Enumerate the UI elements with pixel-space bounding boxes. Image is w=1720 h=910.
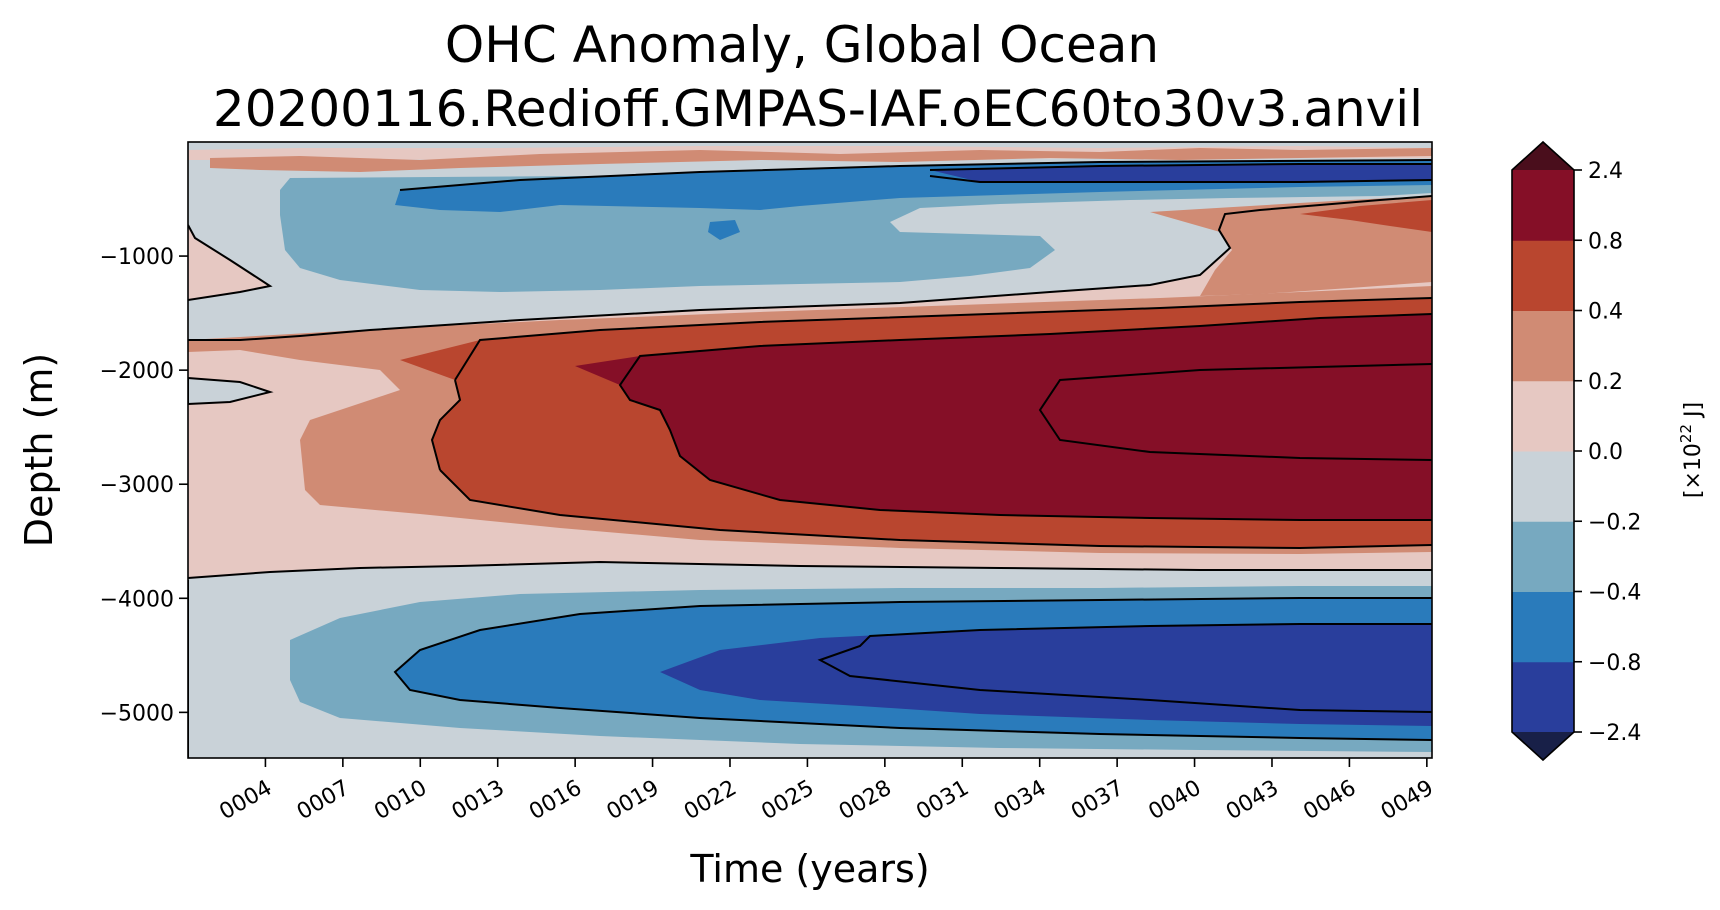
- chart-title-line1: OHC Anomaly, Global Ocean: [445, 16, 1159, 74]
- x-axis-ticks: 0004 0007 0010 0013 0016 0019 0022 0025 0028 0031…: [215, 758, 1438, 826]
- band-deep-24: [575, 314, 1432, 520]
- contour-line: [929, 163, 1432, 171]
- contour-line: [188, 224, 273, 301]
- x-tick-label: 0040: [1145, 776, 1206, 826]
- colorbar-extend-low: [1512, 732, 1574, 760]
- x-tick-label: 0034: [990, 776, 1051, 826]
- contour-line: [454, 297, 1432, 381]
- contour-line: [393, 597, 1432, 741]
- colorbar-tick-label: −0.4: [1588, 581, 1641, 606]
- colorbar-segment: [1512, 240, 1574, 311]
- x-tick-label: 0043: [1222, 776, 1283, 826]
- colorbar-label-prefix: [×10: [1681, 443, 1706, 498]
- x-tick-label: 0019: [603, 776, 664, 826]
- x-tick-label: 0031: [912, 776, 973, 826]
- colorbar-segment: [1512, 661, 1574, 733]
- colorbar: −2.4 −0.8 −0.4 −0.2 0.0 0.2 0.4 0.8 2.4: [1511, 140, 1641, 762]
- colorbar-label: [×1022 J]: [1677, 402, 1706, 498]
- x-tick-label: 0007: [293, 776, 354, 826]
- band-upper-darkblue: [930, 164, 1432, 182]
- contour-line: [399, 159, 1432, 191]
- contour-line: [439, 469, 1432, 550]
- colorbar-segment: [1512, 591, 1574, 663]
- x-axis-label: Time (years): [689, 847, 929, 891]
- contour-line: [430, 379, 462, 471]
- x-tick-label: 0037: [1067, 776, 1128, 826]
- x-tick-label: 0049: [1377, 776, 1438, 826]
- y-tick-label: −2000: [100, 359, 174, 384]
- contour-line: [188, 376, 274, 406]
- x-tick-label: 0010: [370, 776, 431, 826]
- colorbar-tick-label: 0.2: [1588, 370, 1623, 395]
- colorbar-segment: [1512, 451, 1574, 522]
- y-tick-label: −1000: [100, 245, 174, 270]
- plot-area: [188, 142, 1432, 758]
- y-tick-label: −4000: [100, 587, 174, 612]
- plot-frame: [187, 141, 1433, 759]
- contour-line: [817, 623, 1432, 713]
- band-upper-right-08: [1300, 200, 1432, 232]
- y-axis-label: Depth (m): [17, 353, 61, 548]
- x-tick-label: 0025: [757, 776, 818, 826]
- colorbar-tick-label: −0.8: [1588, 651, 1641, 676]
- band-surface-strip: [188, 142, 1432, 150]
- colorbar-extend-high: [1512, 142, 1574, 170]
- colorbar-segment: [1512, 310, 1574, 382]
- colorbar-tick-label: 0.8: [1588, 229, 1623, 254]
- colorbar-tick-label: 0.4: [1588, 300, 1623, 325]
- x-tick-label: 0004: [215, 776, 276, 826]
- y-tick-label: −5000: [100, 701, 174, 726]
- colorbar-tick-label: −0.2: [1588, 510, 1641, 535]
- colorbar-tick-label: −2.4: [1588, 721, 1641, 746]
- y-tick-label: −3000: [100, 473, 174, 498]
- colorbar-label-exponent: 22: [1677, 424, 1695, 443]
- band-upper-gray-left: [188, 378, 270, 404]
- contour-line: [188, 560, 1432, 579]
- band-surface-mix: [210, 148, 1432, 172]
- colorbar-segment: [1512, 521, 1574, 592]
- y-axis-ticks: −1000 −2000 −3000 −4000 −5000: [100, 245, 188, 726]
- contour-line: [929, 175, 1432, 183]
- x-tick-label: 0022: [680, 776, 741, 826]
- contour-line: [1038, 363, 1432, 461]
- colorbar-tick-label: 0.0: [1588, 440, 1623, 465]
- contour-line: [188, 195, 1432, 341]
- x-tick-label: 0016: [525, 776, 586, 826]
- colorbar-label-suffix: J]: [1681, 402, 1706, 424]
- colorbar-segment: [1512, 170, 1574, 241]
- x-tick-label: 0028: [835, 776, 896, 826]
- colorbar-segment: [1512, 380, 1574, 452]
- x-tick-label: 0013: [448, 776, 509, 826]
- band-upper-blue-spot: [708, 220, 740, 240]
- chart-title-line2: 20200116.Redioff.GMPAS-IAF.oEC60to30v3.a…: [213, 80, 1423, 138]
- contour-line: [618, 313, 1432, 521]
- colorbar-tick-label: 2.4: [1588, 159, 1623, 184]
- contour-lines: [188, 159, 1432, 758]
- x-tick-label: 0046: [1299, 776, 1360, 826]
